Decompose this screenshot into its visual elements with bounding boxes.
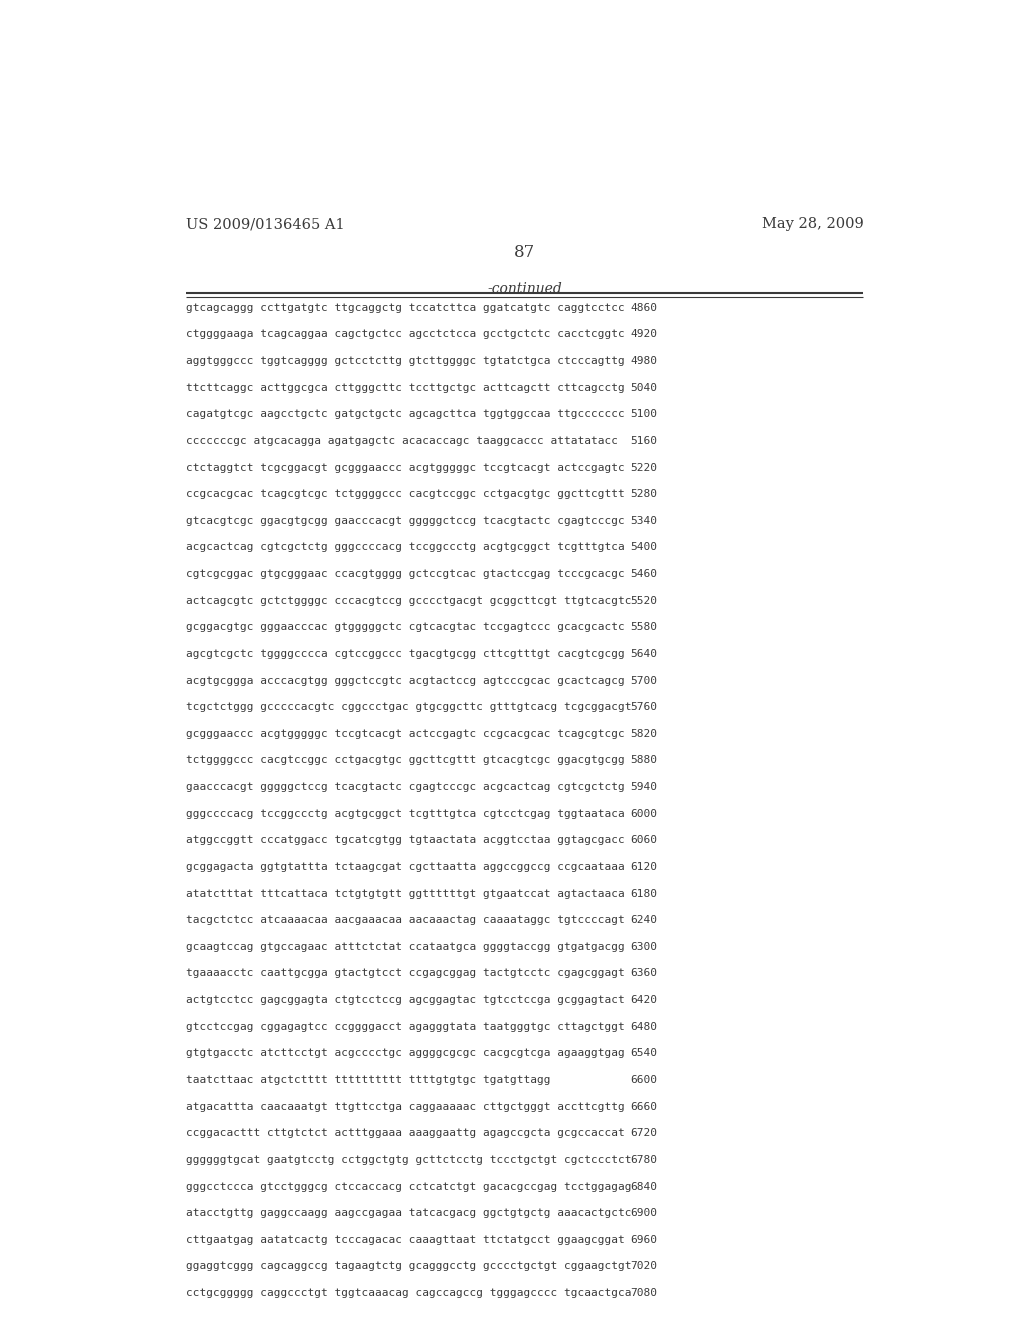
Text: agcgtcgctc tggggcccca cgtccggccc tgacgtgcgg cttcgtttgt cacgtcgcgg: agcgtcgctc tggggcccca cgtccggccc tgacgtg… xyxy=(186,649,625,659)
Text: 7080: 7080 xyxy=(630,1288,657,1298)
Text: 5880: 5880 xyxy=(630,755,657,766)
Text: 5340: 5340 xyxy=(630,516,657,525)
Text: 5700: 5700 xyxy=(630,676,657,685)
Text: gggccccacg tccggccctg acgtgcggct tcgtttgtca cgtcctcgag tggtaataca: gggccccacg tccggccctg acgtgcggct tcgtttg… xyxy=(186,809,625,818)
Text: US 2009/0136465 A1: US 2009/0136465 A1 xyxy=(186,218,345,231)
Text: atgacattta caacaaatgt ttgttcctga caggaaaaac cttgctgggt accttcgttg: atgacattta caacaaatgt ttgttcctga caggaaa… xyxy=(186,1102,625,1111)
Text: atggccggtt cccatggacc tgcatcgtgg tgtaactata acggtcctaa ggtagcgacc: atggccggtt cccatggacc tgcatcgtgg tgtaact… xyxy=(186,836,625,845)
Text: 6420: 6420 xyxy=(630,995,657,1005)
Text: 5460: 5460 xyxy=(630,569,657,579)
Text: 5940: 5940 xyxy=(630,781,657,792)
Text: 5040: 5040 xyxy=(630,383,657,392)
Text: 6180: 6180 xyxy=(630,888,657,899)
Text: gcgggaaccc acgtgggggc tccgtcacgt actccgagtc ccgcacgcac tcagcgtcgc: gcgggaaccc acgtgggggc tccgtcacgt actccga… xyxy=(186,729,625,739)
Text: 6720: 6720 xyxy=(630,1129,657,1138)
Text: ggaggtcggg cagcaggccg tagaagtctg gcagggcctg gcccctgctgt cggaagctgt: ggaggtcggg cagcaggccg tagaagtctg gcagggc… xyxy=(186,1262,632,1271)
Text: gtcagcaggg ccttgatgtc ttgcaggctg tccatcttca ggatcatgtc caggtcctcc: gtcagcaggg ccttgatgtc ttgcaggctg tccatct… xyxy=(186,302,625,313)
Text: gtgtgacctc atcttcctgt acgcccctgc aggggcgcgc cacgcgtcga agaaggtgag: gtgtgacctc atcttcctgt acgcccctgc aggggcg… xyxy=(186,1048,625,1059)
Text: 7020: 7020 xyxy=(630,1262,657,1271)
Text: gcggacgtgc gggaacccac gtgggggctc cgtcacgtac tccgagtccc gcacgcactc: gcggacgtgc gggaacccac gtgggggctc cgtcacg… xyxy=(186,622,625,632)
Text: May 28, 2009: May 28, 2009 xyxy=(762,218,863,231)
Text: cagatgtcgc aagcctgctc gatgctgctc agcagcttca tggtggccaa ttgccccccc: cagatgtcgc aagcctgctc gatgctgctc agcagct… xyxy=(186,409,625,420)
Text: tctggggccc cacgtccggc cctgacgtgc ggcttcgttt gtcacgtcgc ggacgtgcgg: tctggggccc cacgtccggc cctgacgtgc ggcttcg… xyxy=(186,755,625,766)
Text: 4920: 4920 xyxy=(630,330,657,339)
Text: gcaagtccag gtgccagaac atttctctat ccataatgca ggggtaccgg gtgatgacgg: gcaagtccag gtgccagaac atttctctat ccataat… xyxy=(186,942,625,952)
Text: gcggagacta ggtgtattta tctaagcgat cgcttaatta aggccggccg ccgcaataaa: gcggagacta ggtgtattta tctaagcgat cgcttaa… xyxy=(186,862,625,873)
Text: 5640: 5640 xyxy=(630,649,657,659)
Text: tcgctctggg gcccccacgtc cggccctgac gtgcggcttc gtttgtcacg tcgcggacgt: tcgctctggg gcccccacgtc cggccctgac gtgcgg… xyxy=(186,702,632,713)
Text: 5820: 5820 xyxy=(630,729,657,739)
Text: 6480: 6480 xyxy=(630,1022,657,1032)
Text: cttgaatgag aatatcactg tcccagacac caaagttaat ttctatgcct ggaagcggat: cttgaatgag aatatcactg tcccagacac caaagtt… xyxy=(186,1234,625,1245)
Text: 5220: 5220 xyxy=(630,462,657,473)
Text: 5520: 5520 xyxy=(630,595,657,606)
Text: 6120: 6120 xyxy=(630,862,657,873)
Text: cctgcggggg caggccctgt tggtcaaacag cagccagccg tgggagcccc tgcaactgca: cctgcggggg caggccctgt tggtcaaacag cagcca… xyxy=(186,1288,632,1298)
Text: 6000: 6000 xyxy=(630,809,657,818)
Text: 6600: 6600 xyxy=(630,1074,657,1085)
Text: aggtgggccc tggtcagggg gctcctcttg gtcttggggc tgtatctgca ctcccagttg: aggtgggccc tggtcagggg gctcctcttg gtcttgg… xyxy=(186,356,625,366)
Text: cgtcgcggac gtgcgggaac ccacgtgggg gctccgtcac gtactccgag tcccgcacgc: cgtcgcggac gtgcgggaac ccacgtgggg gctccgt… xyxy=(186,569,625,579)
Text: actcagcgtc gctctggggc cccacgtccg gcccctgacgt gcggcttcgt ttgtcacgtc: actcagcgtc gctctggggc cccacgtccg gcccctg… xyxy=(186,595,632,606)
Text: 5580: 5580 xyxy=(630,622,657,632)
Text: 6780: 6780 xyxy=(630,1155,657,1164)
Text: actgtcctcc gagcggagta ctgtcctccg agcggagtac tgtcctccga gcggagtact: actgtcctcc gagcggagta ctgtcctccg agcggag… xyxy=(186,995,625,1005)
Text: 6660: 6660 xyxy=(630,1102,657,1111)
Text: cccccccgc atgcacagga agatgagctc acacaccagc taaggcaccc attatatacc: cccccccgc atgcacagga agatgagctc acacacca… xyxy=(186,436,618,446)
Text: 4980: 4980 xyxy=(630,356,657,366)
Text: 6300: 6300 xyxy=(630,942,657,952)
Text: acgcactcag cgtcgctctg gggccccacg tccggccctg acgtgcggct tcgtttgtca: acgcactcag cgtcgctctg gggccccacg tccggcc… xyxy=(186,543,625,552)
Text: gtcctccgag cggagagtcc ccggggacct agagggtata taatgggtgc cttagctggt: gtcctccgag cggagagtcc ccggggacct agagggt… xyxy=(186,1022,625,1032)
Text: 6360: 6360 xyxy=(630,969,657,978)
Text: gggcctccca gtcctgggcg ctccaccacg cctcatctgt gacacgccgag tcctggagag: gggcctccca gtcctgggcg ctccaccacg cctcatc… xyxy=(186,1181,632,1192)
Text: ggggggtgcat gaatgtcctg cctggctgtg gcttctcctg tccctgctgt cgctccctct: ggggggtgcat gaatgtcctg cctggctgtg gcttct… xyxy=(186,1155,632,1164)
Text: 6900: 6900 xyxy=(630,1208,657,1218)
Text: -continued: -continued xyxy=(487,282,562,297)
Text: 4860: 4860 xyxy=(630,302,657,313)
Text: gtcacgtcgc ggacgtgcgg gaacccacgt gggggctccg tcacgtactc cgagtcccgc: gtcacgtcgc ggacgtgcgg gaacccacgt gggggct… xyxy=(186,516,625,525)
Text: gaacccacgt gggggctccg tcacgtactc cgagtcccgc acgcactcag cgtcgctctg: gaacccacgt gggggctccg tcacgtactc cgagtcc… xyxy=(186,781,625,792)
Text: ctctaggtct tcgcggacgt gcgggaaccc acgtgggggc tccgtcacgt actccgagtc: ctctaggtct tcgcggacgt gcgggaaccc acgtggg… xyxy=(186,462,625,473)
Text: 6540: 6540 xyxy=(630,1048,657,1059)
Text: 6960: 6960 xyxy=(630,1234,657,1245)
Text: ccggacacttt cttgtctct actttggaaa aaaggaattg agagccgcta gcgccaccat: ccggacacttt cttgtctct actttggaaa aaaggaa… xyxy=(186,1129,625,1138)
Text: ccgcacgcac tcagcgtcgc tctggggccc cacgtccggc cctgacgtgc ggcttcgttt: ccgcacgcac tcagcgtcgc tctggggccc cacgtcc… xyxy=(186,490,625,499)
Text: 6060: 6060 xyxy=(630,836,657,845)
Text: ttcttcaggc acttggcgca cttgggcttc tccttgctgc acttcagctt cttcagcctg: ttcttcaggc acttggcgca cttgggcttc tccttgc… xyxy=(186,383,625,392)
Text: taatcttaac atgctctttt tttttttttt ttttgtgtgc tgatgttagg: taatcttaac atgctctttt tttttttttt ttttgtg… xyxy=(186,1074,551,1085)
Text: ctggggaaga tcagcaggaa cagctgctcc agcctctcca gcctgctctc cacctcggtc: ctggggaaga tcagcaggaa cagctgctcc agcctct… xyxy=(186,330,625,339)
Text: 5400: 5400 xyxy=(630,543,657,552)
Text: tgaaaacctc caattgcgga gtactgtcct ccgagcggag tactgtcctc cgagcggagt: tgaaaacctc caattgcgga gtactgtcct ccgagcg… xyxy=(186,969,625,978)
Text: 5100: 5100 xyxy=(630,409,657,420)
Text: 6840: 6840 xyxy=(630,1181,657,1192)
Text: atatctttat tttcattaca tctgtgtgtt ggttttttgt gtgaatccat agtactaaca: atatctttat tttcattaca tctgtgtgtt ggttttt… xyxy=(186,888,625,899)
Text: 5280: 5280 xyxy=(630,490,657,499)
Text: tacgctctcc atcaaaacaa aacgaaacaa aacaaactag caaaataggc tgtccccagt: tacgctctcc atcaaaacaa aacgaaacaa aacaaac… xyxy=(186,915,625,925)
Text: 5160: 5160 xyxy=(630,436,657,446)
Text: acgtgcggga acccacgtgg gggctccgtc acgtactccg agtcccgcac gcactcagcg: acgtgcggga acccacgtgg gggctccgtc acgtact… xyxy=(186,676,625,685)
Text: atacctgttg gaggccaagg aagccgagaa tatcacgacg ggctgtgctg aaacactgctc: atacctgttg gaggccaagg aagccgagaa tatcacg… xyxy=(186,1208,632,1218)
Text: 6240: 6240 xyxy=(630,915,657,925)
Text: 87: 87 xyxy=(514,244,536,261)
Text: 5760: 5760 xyxy=(630,702,657,713)
